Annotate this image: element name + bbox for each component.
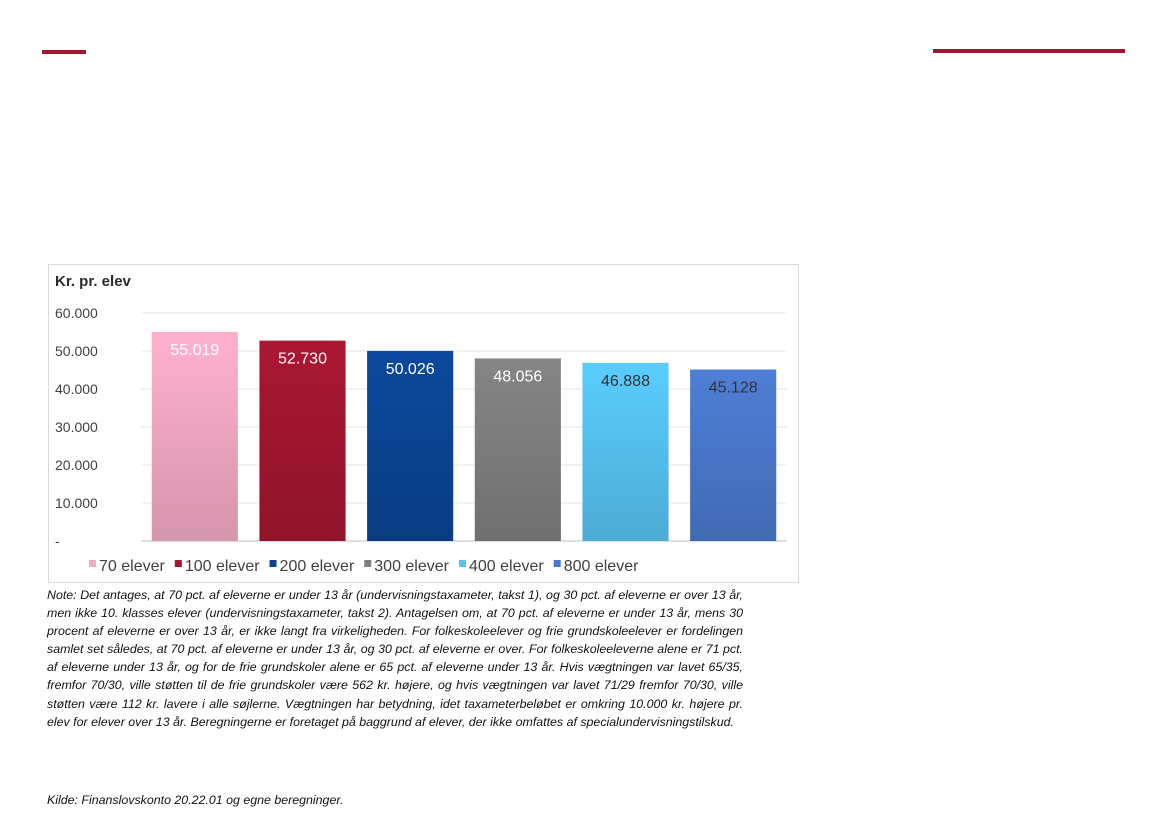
bars: [151, 331, 777, 541]
legend-swatch: [89, 560, 96, 567]
legend-swatch: [458, 560, 466, 567]
chart-source: Kilde: Finanslovskonto 20.22.01 og egne …: [47, 793, 344, 807]
y-axis-tick-labels: - 10.000 20.000 30.000 40.000 50.000 60.000: [55, 305, 98, 549]
data-label: 50.026: [386, 361, 435, 378]
legend-swatch: [364, 560, 372, 567]
legend-swatch: [269, 560, 277, 567]
data-label: 48.056: [493, 368, 542, 385]
gridlines: [141, 312, 787, 542]
data-label: 52.730: [278, 351, 327, 368]
chart-frame: Kr. pr. elev - 10.000 20.000 30.000 40.000 50…: [48, 264, 799, 583]
bar-800-elever: [690, 369, 777, 541]
data-label: 45.128: [709, 380, 758, 397]
legend-swatch: [553, 560, 561, 567]
y-tick-label: 40.000: [55, 381, 98, 397]
legend: 70 elever 100 elever 200 elever 300 elever 4…: [89, 558, 639, 575]
legend-label: 300 elever: [374, 558, 449, 575]
data-label: 46.888: [601, 373, 650, 390]
legend-label: 200 elever: [280, 558, 355, 575]
data-label: 55.019: [170, 342, 219, 359]
y-tick-label: 50.000: [55, 343, 98, 359]
data-labels: 55.019 52.730 50.026 48.056 46.888 45.128: [170, 342, 757, 397]
legend-label: 100 elever: [185, 558, 260, 575]
chart-title: Kr. pr. elev: [55, 273, 132, 290]
accent-line-left: [42, 50, 86, 54]
y-tick-label: 60.000: [55, 305, 98, 321]
y-tick-label: 10.000: [55, 495, 98, 511]
legend-label: 70 elever: [99, 558, 165, 575]
bar-100-elever: [259, 340, 346, 541]
bar-chart: Kr. pr. elev - 10.000 20.000 30.000 40.000 50…: [55, 273, 787, 575]
legend-swatch: [174, 560, 182, 567]
y-tick-label: 30.000: [55, 419, 98, 435]
legend-label: 400 elever: [469, 558, 544, 575]
y-tick-label: -: [55, 533, 60, 549]
bar-300-elever: [474, 358, 561, 541]
legend-label: 800 elever: [564, 558, 639, 575]
chart-note: Note: Det antages, at 70 pct. af elevern…: [47, 588, 743, 729]
accent-line-right: [933, 49, 1125, 53]
bar-200-elever: [367, 350, 454, 541]
bar-70-elever: [151, 331, 238, 541]
y-tick-label: 20.000: [55, 457, 98, 473]
bar-400-elever: [582, 362, 669, 541]
